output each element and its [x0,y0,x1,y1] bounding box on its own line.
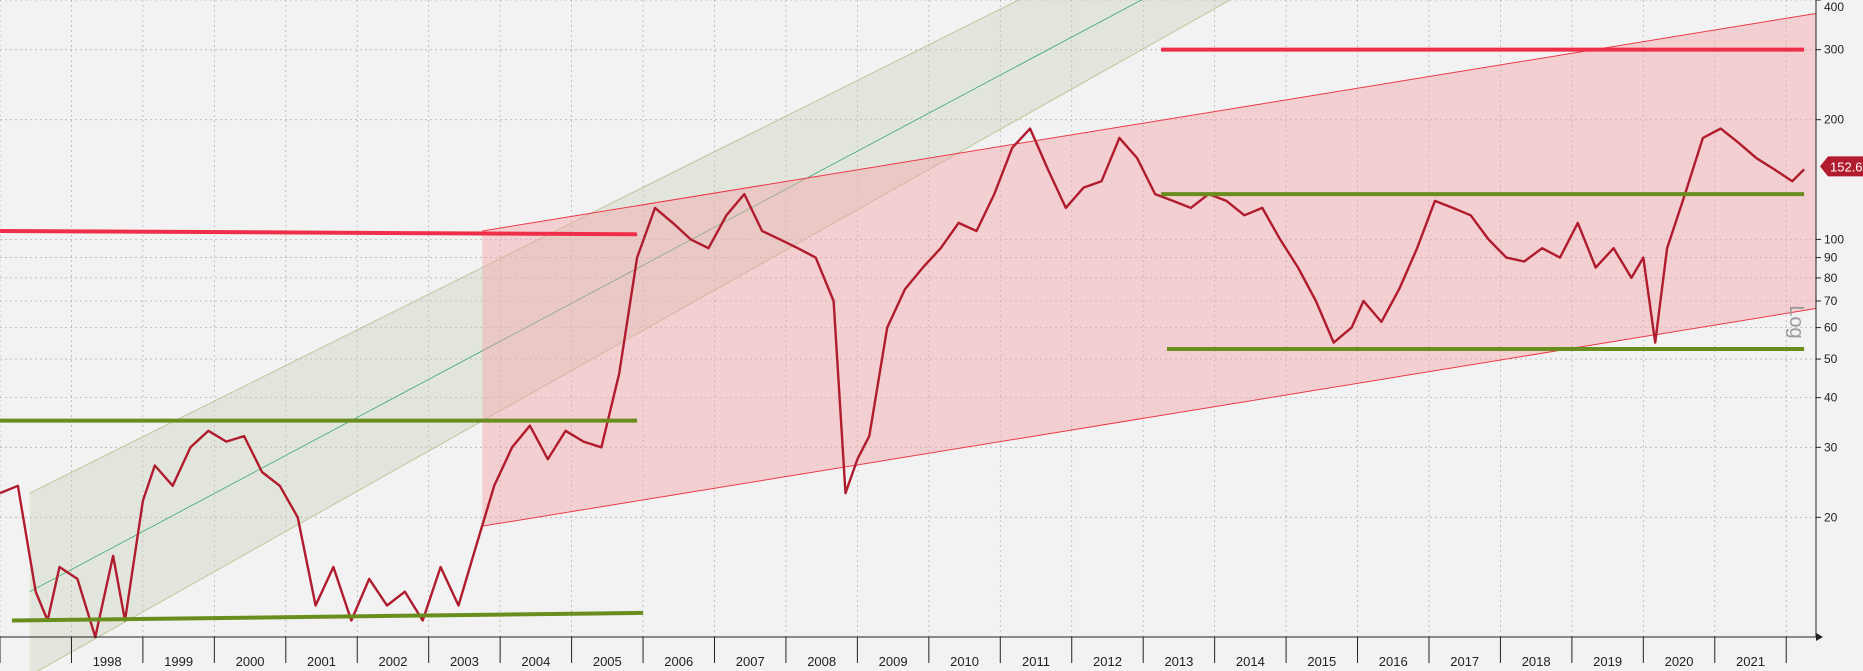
green-channel-lower [36,0,1232,671]
y-tick-label: 20 [1824,510,1838,524]
x-tick-label: 2006 [664,654,693,669]
x-tick-label: 2000 [236,654,265,669]
x-tick-label: 2021 [1736,654,1765,669]
x-tick-label: 2017 [1450,654,1479,669]
x-tick-label: 2020 [1665,654,1694,669]
channel-bands [29,0,1817,671]
red-channel-lower [482,308,1817,527]
y-tick-label: 30 [1824,440,1838,454]
y-tick-label: 90 [1824,251,1838,265]
x-tick-label: 2003 [450,654,479,669]
x-tick-label: 2012 [1093,654,1122,669]
x-tick-label: 2018 [1522,654,1551,669]
level-lines [0,47,1805,623]
price-series [0,127,1805,639]
y-tick-label: 50 [1824,352,1838,366]
x-tick-label: 1999 [164,654,193,669]
x-tick-label: 2010 [950,654,979,669]
x-tick-label: 2004 [521,654,550,669]
x-tick-label: 2013 [1164,654,1193,669]
x-tick-label: 2016 [1379,654,1408,669]
y-tick-label: 200 [1824,113,1844,127]
y-tick-label: 70 [1824,294,1838,308]
axis-arrow [1816,633,1823,641]
y-tick-label: 300 [1824,43,1844,57]
resistance-line [0,228,638,237]
price-line [0,127,1805,639]
support-line [11,610,644,623]
x-tick-label: 2002 [379,654,408,669]
y-scale-label: Log [1785,305,1807,338]
x-tick-label: 2009 [879,654,908,669]
x-tick-label: 1998 [93,654,122,669]
x-tick-label: 2008 [807,654,836,669]
green-channel-mid [29,0,1143,593]
x-tick-label: 2005 [593,654,622,669]
x-tick-label: 2001 [307,654,336,669]
last-value-text: 152.60 [1830,159,1863,174]
last-value-badge-shape [1820,156,1863,177]
green-channel-band [29,0,1231,671]
x-tick-label: 2015 [1307,654,1336,669]
red-channel-band [482,13,1816,527]
y-tick-label: 100 [1824,232,1844,246]
x-tick-label: 2007 [736,654,765,669]
last-value-badge: 152.60 [1820,156,1863,177]
x-tick-label: 2011 [1022,654,1050,669]
y-tick-label: 400 [1824,0,1844,14]
y-tick-label: 40 [1824,391,1838,405]
green-channel-upper [29,0,1020,494]
grid [0,0,1816,638]
x-tick-label: 2014 [1236,654,1265,669]
y-tick-label: 60 [1824,321,1838,335]
y-tick-label: 80 [1824,271,1838,285]
x-tick-label: 2019 [1593,654,1622,669]
